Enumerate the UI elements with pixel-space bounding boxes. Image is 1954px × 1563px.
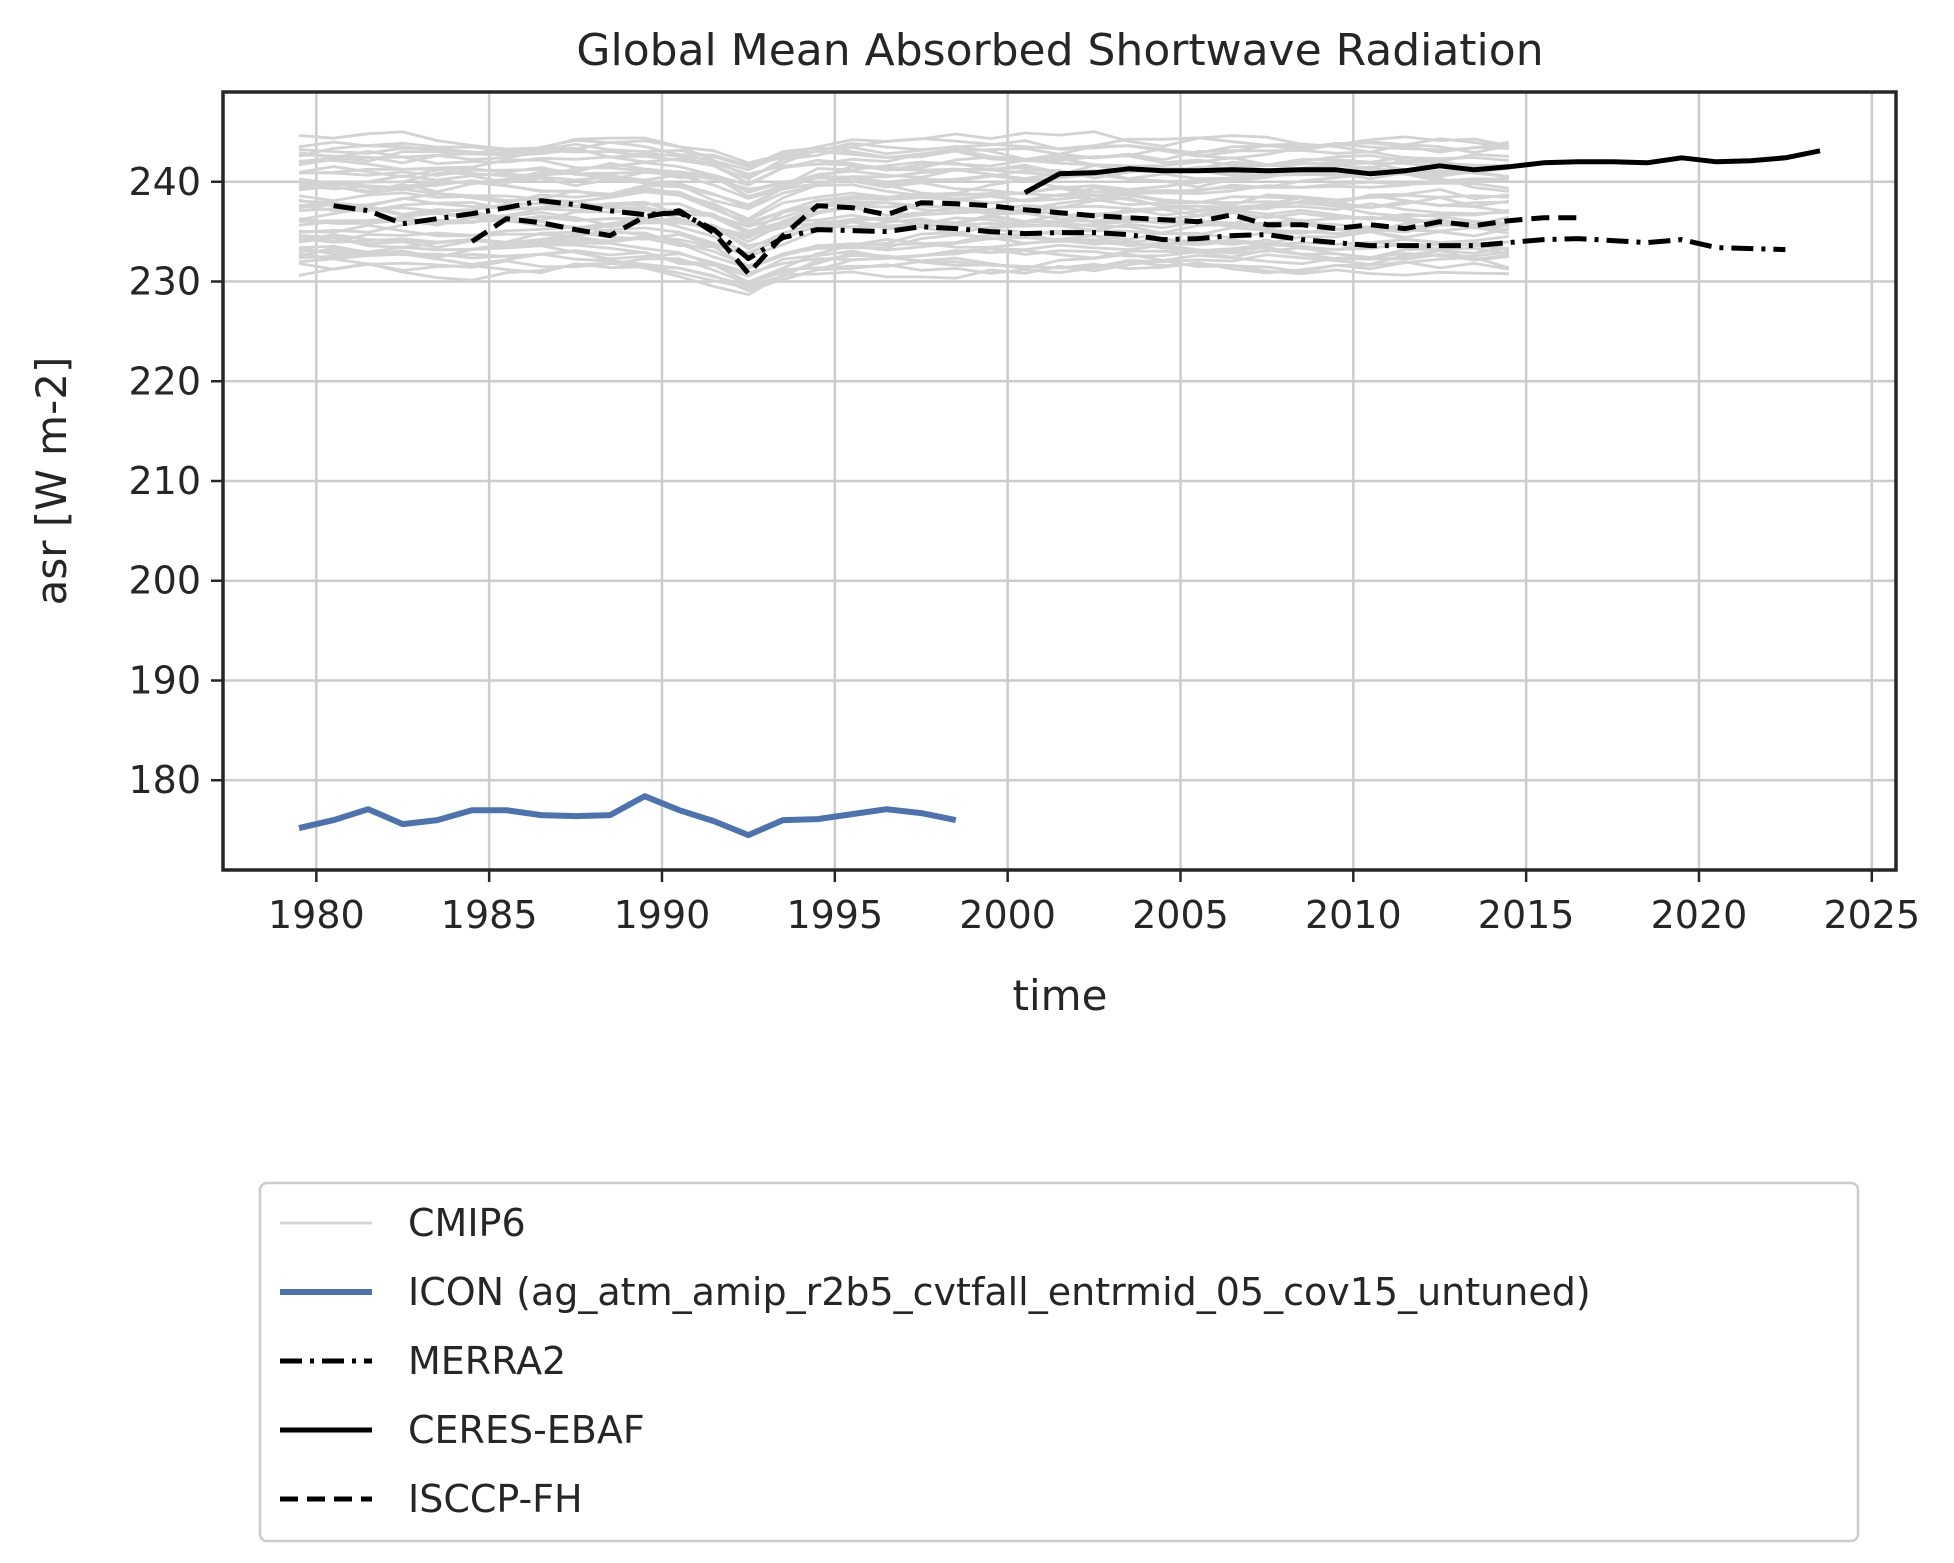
ensemble-lines (298, 130, 1510, 297)
cmip6-member-line (298, 139, 1510, 167)
cmip6-member-line (298, 234, 1510, 284)
y-tick-label-230: 230 (128, 260, 201, 304)
x-tick-label-1985: 1985 (441, 893, 538, 937)
x-tick-label-2005: 2005 (1132, 893, 1229, 937)
legend-label-1: ICON (ag_atm_amip_r2b5_cvtfall_entrmid_0… (408, 1270, 1591, 1314)
y-tick-label-180: 180 (128, 758, 201, 802)
legend-box (258, 1181, 1860, 1543)
x-tick-label-2015: 2015 (1478, 893, 1575, 937)
y-axis-label: asr [W m-2] (27, 357, 76, 606)
chart-title: Global Mean Absorbed Shortwave Radiation (576, 25, 1543, 76)
series-lines (298, 148, 1821, 839)
series-line-ceres-ebaf (1023, 148, 1821, 195)
x-tick-label-2025: 2025 (1823, 893, 1920, 937)
y-tick-label-200: 200 (128, 559, 201, 603)
cmip6-member-line (298, 257, 1510, 286)
y-axis: 180 190 200 210 220 230 240 (128, 160, 223, 802)
cmip6-member-line (298, 130, 1510, 179)
y-tick-label-240: 240 (128, 160, 201, 204)
legend-label-2: MERRA2 (408, 1339, 566, 1383)
y-tick-label-210: 210 (128, 459, 201, 503)
x-tick-label-1995: 1995 (786, 893, 883, 937)
legend-label-3: CERES-EBAF (408, 1408, 645, 1452)
cmip6-member-line (298, 187, 1510, 224)
x-tick-label-1990: 1990 (614, 893, 711, 937)
x-axis: 1980 1985 1990 1995 2000 2005 2010 2015 2020 2025 (268, 870, 1920, 937)
legend-label-0: CMIP6 (408, 1201, 526, 1245)
series-line-icon (298, 793, 957, 839)
x-tick-label-2010: 2010 (1305, 893, 1402, 937)
x-tick-label-2020: 2020 (1651, 893, 1748, 937)
series-line-isccp-fh (470, 200, 1578, 276)
cmip6-member-line (298, 154, 1509, 185)
legend: CMIP6 ICON (ag_atm_amip_r2b5_cvtfall_entr… (258, 1181, 1860, 1543)
x-tick-label-1980: 1980 (268, 893, 365, 937)
cmip6-member-line (298, 225, 1510, 268)
x-tick-label-2000: 2000 (959, 893, 1056, 937)
cmip6-member-line (298, 170, 1510, 207)
cmip6-member-line (298, 256, 1510, 297)
cmip6-member-line (298, 196, 1510, 229)
x-axis-label: time (1013, 971, 1108, 1020)
cmip6-member-line (298, 166, 1510, 200)
legend-label-4: ISCCP-FH (408, 1477, 583, 1521)
series-line-merra2 (333, 198, 1786, 262)
y-tick-label-220: 220 (128, 359, 201, 403)
cmip6-member-line (298, 160, 1510, 194)
y-tick-label-190: 190 (128, 658, 201, 702)
cmip6-member-line (298, 186, 1509, 223)
cmip6-member-line (298, 257, 1509, 293)
